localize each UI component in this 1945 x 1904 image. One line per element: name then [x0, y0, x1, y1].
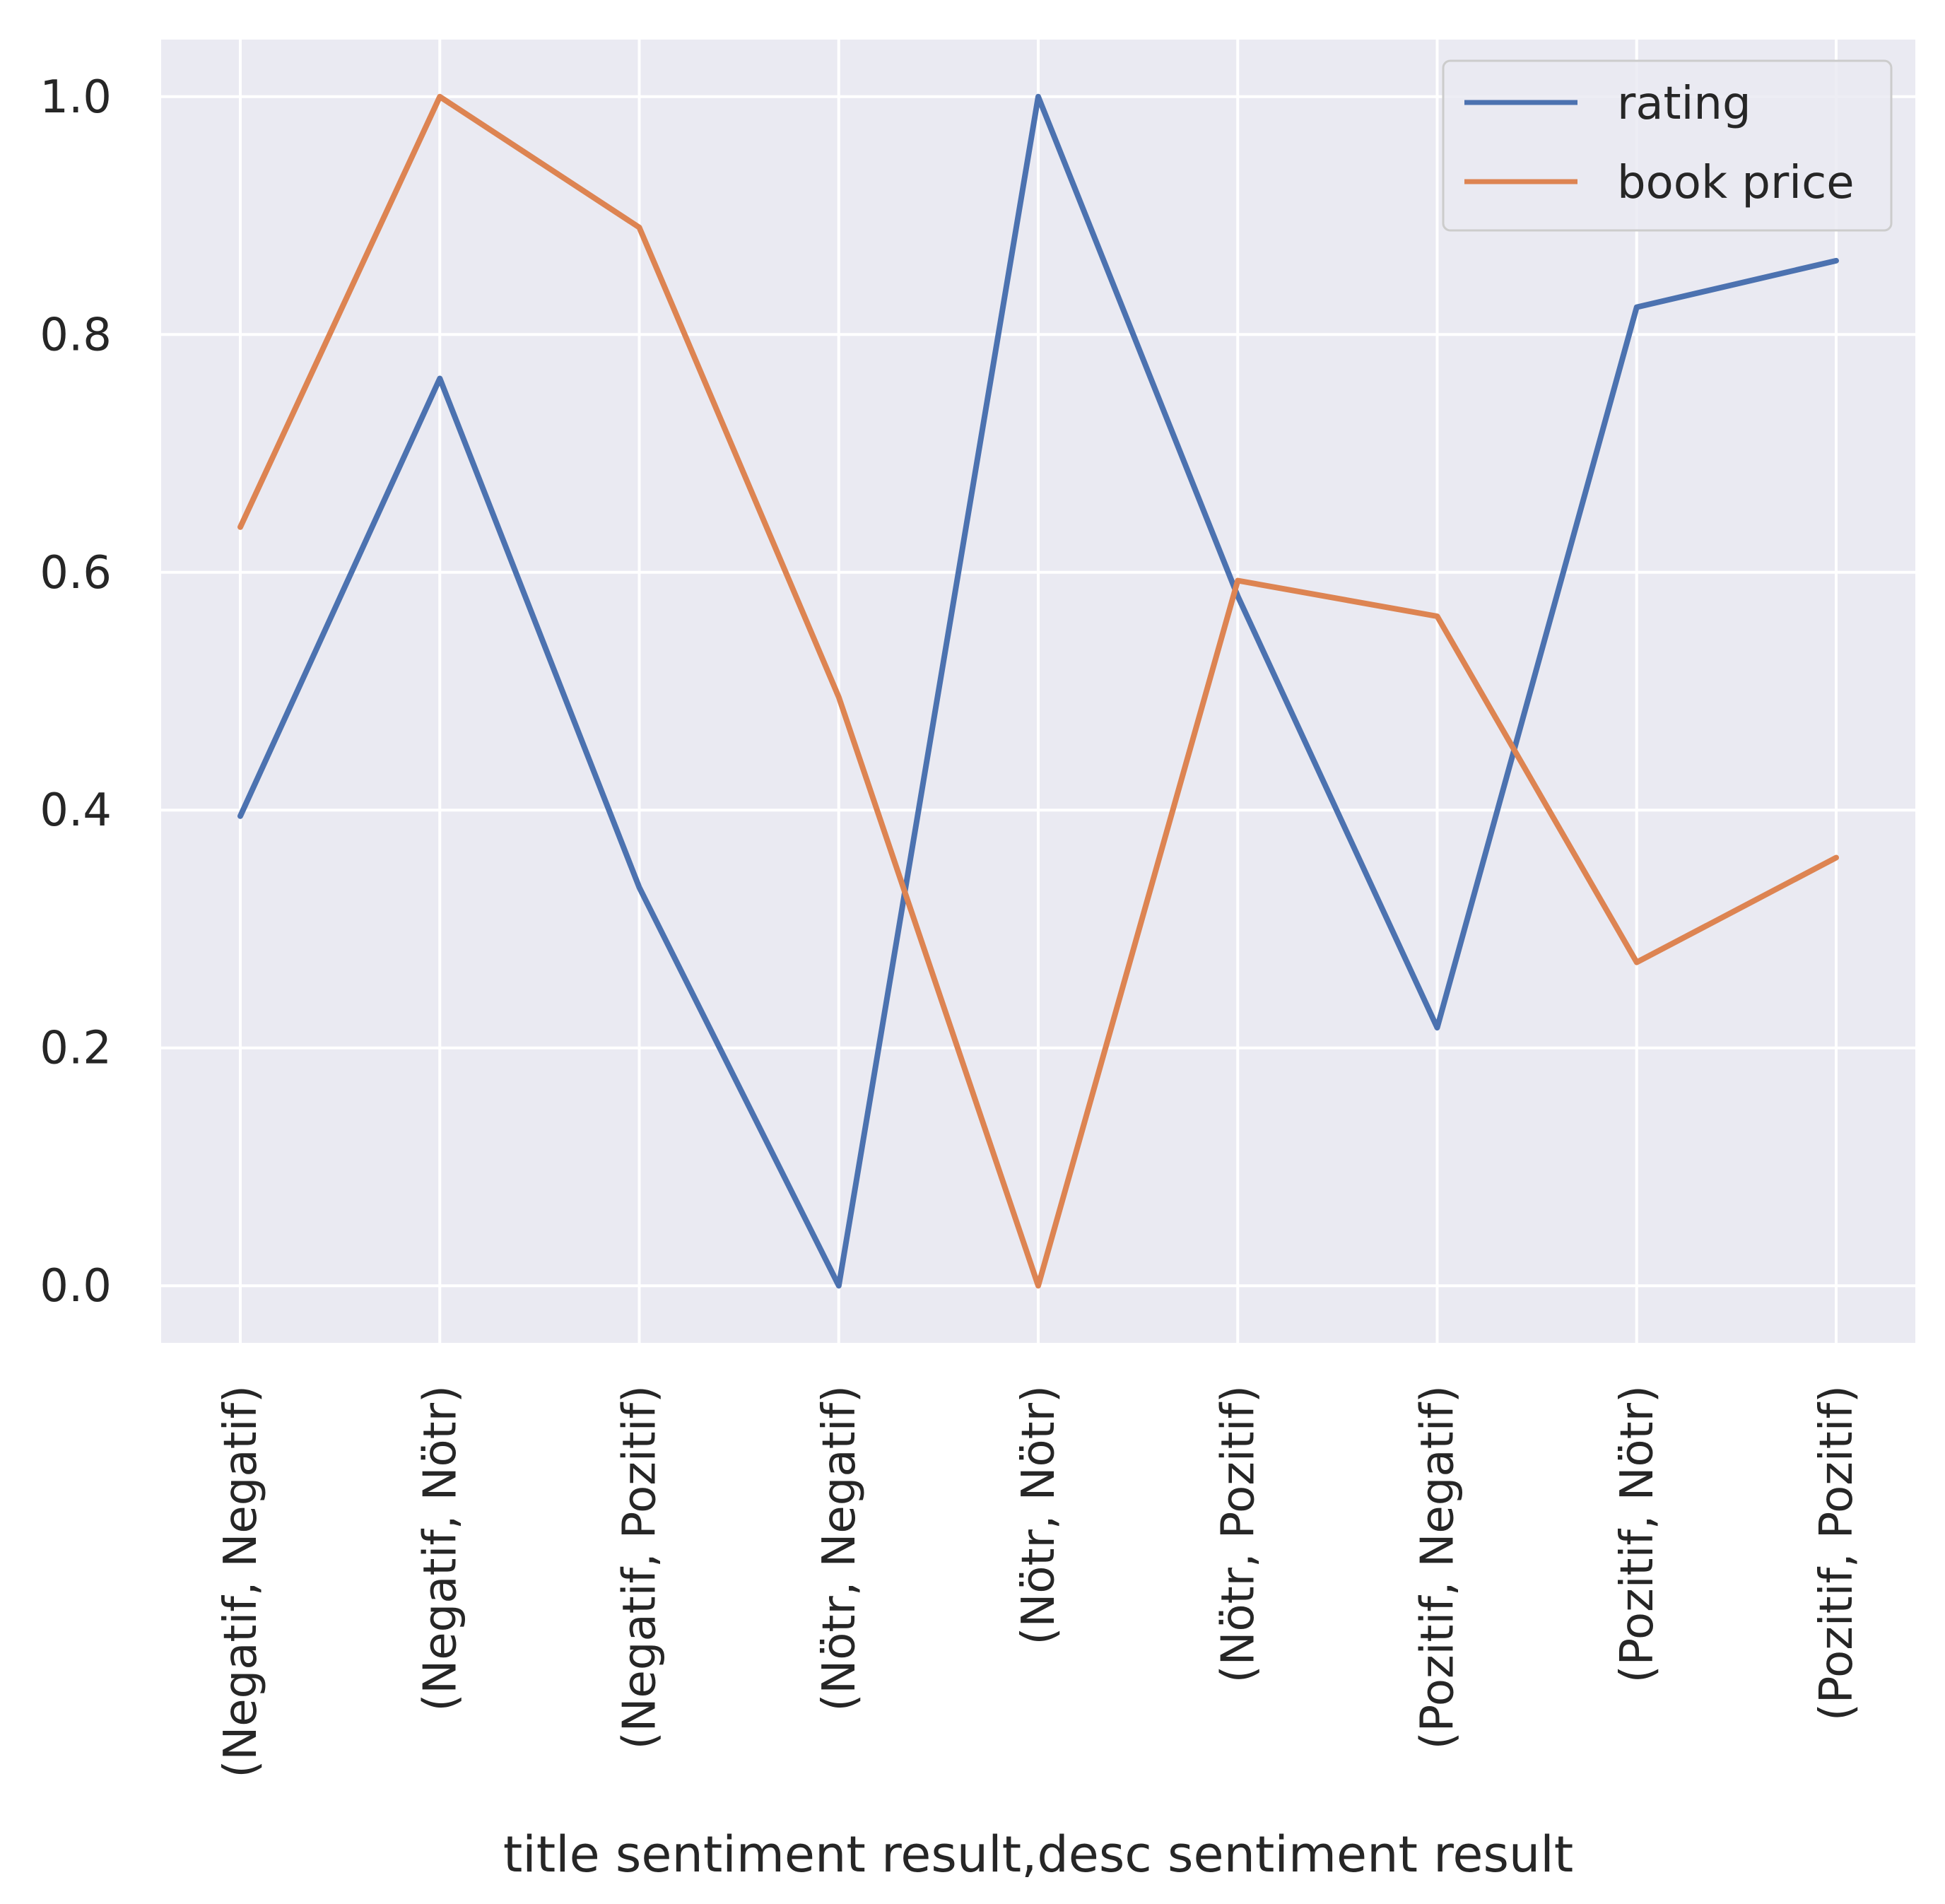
y-tick-label: 0.0	[40, 1260, 112, 1312]
legend: rating book price	[1442, 59, 1893, 232]
x-axis-label: title sentiment result,desc sentiment re…	[503, 1826, 1573, 1884]
x-tick-label: (Nötr, Negatif)	[813, 1385, 866, 1712]
legend-label-book-price: book price	[1617, 157, 1855, 209]
y-tick-label: 0.4	[40, 784, 112, 837]
x-tick-label: (Pozitif, Nötr)	[1611, 1385, 1664, 1683]
series-lines	[237, 93, 1839, 1289]
series-line-book-price	[237, 93, 1839, 1289]
y-axis-ticks: 0.0 0.2 0.4 0.6 0.8 1.0	[40, 71, 112, 1312]
y-tick-label: 0.6	[40, 547, 112, 599]
x-axis-ticks: (Negatif, Negatif) (Negatif, Nötr) (Negati…	[215, 1385, 1863, 1778]
x-tick-label: (Negatif, Pozitif)	[614, 1385, 666, 1749]
y-tick-label: 1.0	[40, 71, 112, 124]
y-tick-label: 0.2	[40, 1023, 112, 1075]
y-tick-label: 0.8	[40, 309, 112, 361]
x-tick-label: (Negatif, Negatif)	[215, 1385, 267, 1778]
series-line-rating	[237, 93, 1839, 1289]
x-tick-label: (Nötr, Nötr)	[1013, 1385, 1065, 1645]
x-tick-label: (Negatif, Nötr)	[414, 1385, 466, 1712]
x-tick-label: (Pozitif, Negatif)	[1412, 1385, 1464, 1749]
legend-label-rating: rating	[1617, 78, 1751, 130]
x-tick-label: (Nötr, Pozitif)	[1212, 1385, 1264, 1683]
x-tick-label: (Pozitif, Pozitif)	[1811, 1385, 1863, 1721]
